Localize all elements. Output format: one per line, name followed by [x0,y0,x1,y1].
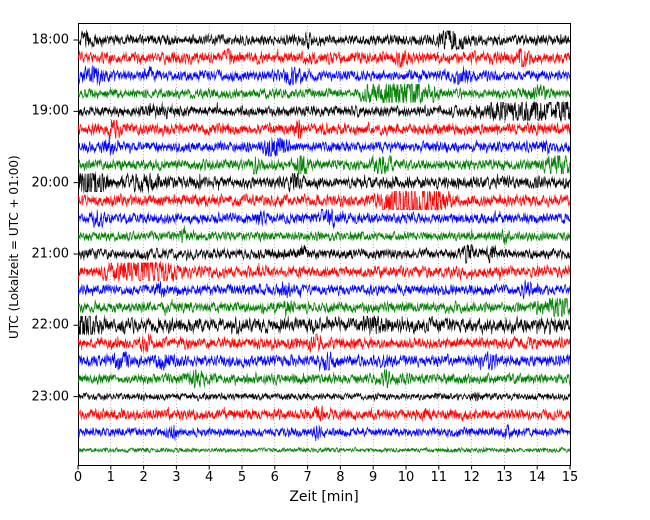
x-tick-label: 0 [73,470,83,485]
x-tick-label: 10 [397,470,415,485]
y-tick-label: 18:00 [31,32,69,48]
x-tick-label: 7 [303,470,312,485]
x-tick-label: 6 [270,470,279,485]
y-tick-label: 20:00 [31,175,69,191]
x-tick-label: 13 [496,470,513,485]
x-tick-label: 8 [336,470,345,485]
y-tick-label: 19:00 [31,103,69,119]
x-tick-label: 4 [205,470,214,485]
y-axis-label: UTC (Lokalzeit = UTC + 01:00) [7,155,21,339]
x-axis-label: Zeit [min] [289,489,359,505]
y-tick-labels: 18:00 19:00 20:00 21:00 22:00 23:00 [0,0,71,520]
x-tick-label: 1 [106,470,115,485]
x-tick-label: 2 [139,470,148,485]
y-tick-label: 23:00 [31,389,69,405]
x-tick-label: 5 [237,470,247,485]
y-tick-label: 21:00 [31,246,69,262]
x-tick-label: 9 [369,470,378,485]
y-tick-label: 22:00 [31,317,69,333]
x-tick-label: 14 [528,470,546,485]
x-tick-label: 3 [172,470,181,485]
x-tick-label: 11 [430,470,448,485]
x-tick-label: 12 [463,470,480,485]
x-tick-label: 15 [561,470,579,485]
